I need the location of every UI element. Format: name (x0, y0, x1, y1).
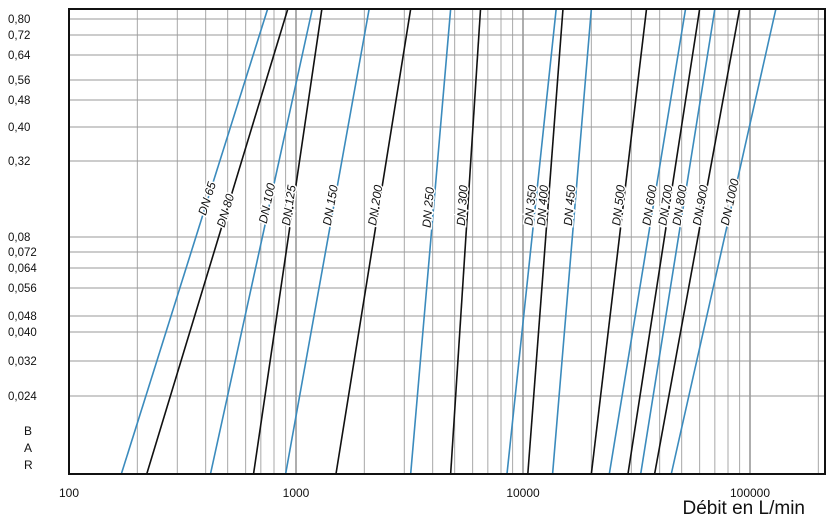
series-label: DN 150 (320, 184, 341, 227)
series-label: DN 500 (609, 184, 628, 226)
x-tick-labels: 100 1000 10000 100000 (59, 486, 770, 500)
y-tick-label: 0,40 (8, 122, 30, 134)
x-axis-label: Débit en L/min (682, 498, 805, 519)
series-label: DN 350 (521, 184, 539, 226)
series-line (627, 8, 701, 475)
x-tick-label: 100000 (730, 486, 770, 500)
series-line (145, 8, 289, 475)
y-tick-label: 0,64 (8, 50, 31, 62)
y-tick-label: 0,08 (8, 232, 30, 244)
series-label: DN 200 (365, 184, 385, 227)
y-tick-label: 0,072 (8, 247, 37, 259)
y-tick-label: 0,048 (8, 311, 37, 323)
series-lines (120, 8, 777, 475)
series-line (653, 8, 741, 475)
series-label: DN 300 (454, 184, 471, 226)
x-tick-label: 100 (59, 486, 79, 500)
series-label: DN 400 (534, 184, 551, 226)
vertical-grid (136, 9, 819, 474)
series-line (449, 8, 482, 475)
y-tick-label: 0,32 (8, 156, 30, 168)
series-line (506, 8, 557, 475)
y-tick-label: 0,80 (8, 14, 30, 26)
series-line (284, 8, 370, 475)
x-tick-label: 10000 (506, 486, 540, 500)
y-tick-label: 0,032 (8, 356, 37, 368)
series-line (335, 8, 412, 475)
series-line (639, 8, 716, 475)
series-line (527, 8, 564, 475)
y-tick-label: 0,56 (8, 75, 30, 87)
series-line (120, 8, 269, 475)
series-label: DN 100 (256, 182, 278, 225)
series-label: DN 450 (561, 184, 578, 226)
series-label: DN 80 (214, 192, 237, 229)
y-tick-label: 0,064 (8, 263, 37, 275)
plot-frame (68, 8, 826, 475)
y-tick-label: 0,056 (8, 283, 37, 295)
y-tick-labels: 0,80 0,72 0,64 0,56 0,48 0,40 0,32 0,08 0,072 0,0… (8, 14, 37, 403)
y-axis-letter: B (24, 424, 32, 438)
y-tick-label: 0,024 (8, 391, 37, 403)
y-axis-letter: A (24, 441, 32, 455)
series-line (551, 8, 593, 475)
y-tick-label: 0,48 (8, 95, 30, 107)
x-tick-label: 1000 (283, 486, 310, 500)
series-label: DN 250 (420, 186, 437, 228)
series-label: DN 1000 (718, 177, 742, 227)
series-line (209, 8, 314, 475)
series-label: DN 65 (195, 180, 219, 217)
y-axis-bar-label: BAR (24, 424, 33, 472)
horizontal-grid (69, 18, 825, 397)
series-line (252, 8, 323, 475)
series-line (590, 8, 648, 475)
series-line (608, 8, 687, 475)
series-line (409, 8, 452, 475)
series-line (670, 8, 777, 475)
series-label: DN 900 (690, 184, 711, 227)
y-axis-letter: R (24, 458, 33, 472)
y-tick-label: 0,040 (8, 327, 37, 339)
y-tick-label: 0,72 (8, 30, 30, 42)
